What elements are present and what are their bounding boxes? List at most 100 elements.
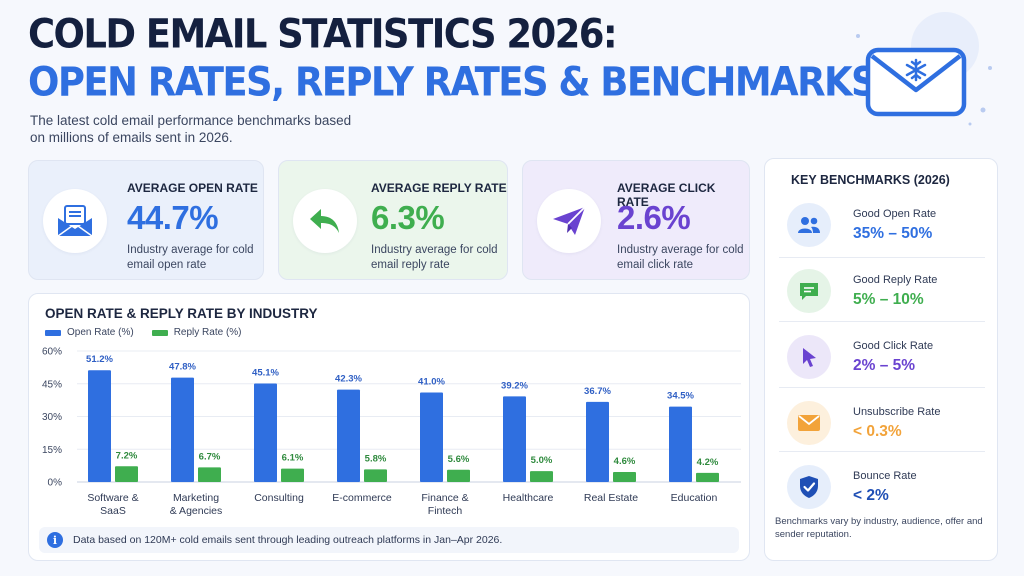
reply-rate-bar: [115, 466, 138, 482]
reply-rate-data-label: 4.2%: [697, 457, 719, 468]
benchmark-open-rate: Good Open Rate 35% – 50%: [765, 195, 997, 259]
open-rate-bar: [503, 396, 526, 482]
chart-title: OPEN RATE & REPLY RATE BY INDUSTRY: [45, 306, 318, 321]
x-tick-label: E-commerce: [332, 492, 392, 504]
industry-chart-panel: 0% 15% 30% 45% 60% 51.2% 7.2% Software & SaaS 47.…: [28, 293, 750, 561]
title-line-1: COLD EMAIL STATISTICS 2026:: [28, 10, 618, 58]
card-label: AVERAGE OPEN RATE: [127, 181, 258, 195]
card-open-rate: AVERAGE OPEN RATE 44.7% Industry average…: [28, 160, 264, 280]
open-rate-data-label: 39.2%: [501, 380, 528, 391]
x-tick-label: Software & SaaS: [87, 492, 138, 517]
x-tick-label: Consulting: [254, 492, 304, 504]
card-description: Industry average for cold email click ra…: [617, 244, 744, 271]
reply-rate-bar: [281, 468, 304, 482]
x-tick-label-line: SaaS: [100, 505, 126, 517]
open-rate-bar: [88, 370, 111, 482]
card-label: AVERAGE CLICK RATE: [617, 181, 716, 209]
open-rate-bar: [337, 389, 360, 482]
open-rate-bar: [669, 406, 692, 482]
card-value: 44.7%: [127, 199, 219, 236]
reply-rate-data-label: 5.6%: [448, 454, 470, 465]
benchmark-name: Good Open Rate: [853, 208, 937, 220]
legend-item-reply: Reply Rate (%): [151, 327, 242, 338]
cursor-icon: [787, 335, 831, 379]
x-tick-label-line: E-commerce: [332, 492, 392, 504]
card-reply-rate: AVERAGE REPLY RATE 6.3% Industry average…: [278, 160, 508, 280]
card-value: 2.6%: [617, 199, 691, 236]
y-tick-label: 30%: [42, 412, 62, 423]
chart-legend: Open Rate (%) Reply Rate (%): [45, 327, 242, 338]
footnote-text: Data based on 120M+ cold emails sent thr…: [73, 534, 503, 546]
users-icon: [787, 203, 831, 247]
benchmarks-title: KEY BENCHMARKS (2026): [791, 173, 950, 187]
benchmark-name: Good Reply Rate: [853, 274, 938, 286]
y-tick-label: 45%: [42, 379, 62, 390]
benchmark-reply-rate: Good Reply Rate 5% – 10%: [765, 261, 997, 325]
open-rate-data-label: 34.5%: [667, 391, 694, 402]
info-icon: i: [47, 532, 63, 548]
open-rate-data-label: 51.2%: [86, 354, 113, 365]
envelope-open-icon: [43, 189, 107, 253]
paper-plane-icon: [537, 189, 601, 253]
card-value: 6.3%: [371, 199, 445, 236]
data-footnote: i Data based on 120M+ cold emails sent t…: [39, 527, 739, 553]
reply-rate-bar: [696, 472, 719, 482]
legend-swatch-reply: [151, 329, 168, 336]
x-tick-label: Marketing & Agencies: [170, 492, 223, 517]
open-rate-data-label: 47.8%: [169, 362, 196, 373]
legend-swatch-open: [45, 329, 61, 336]
benchmark-divider: [779, 387, 985, 388]
snowflake-envelope-icon: [856, 12, 992, 126]
subtitle: The latest cold email performance benchm…: [30, 113, 352, 145]
benchmark-bounce-rate: Bounce Rate < 2%: [765, 457, 997, 521]
open-rate-bar: [254, 383, 277, 482]
benchmark-name: Unsubscribe Rate: [853, 406, 941, 418]
envelope-icon: [787, 401, 831, 445]
card-click-rate: AVERAGE CLICK RATE 2.6% Industry average…: [522, 160, 750, 280]
reply-rate-data-label: 4.6%: [614, 456, 636, 467]
legend-label-reply: Reply Rate (%): [173, 327, 242, 338]
benchmark-range: 35% – 50%: [853, 225, 933, 242]
x-tick-label: Real Estate: [584, 492, 638, 504]
benchmark-unsubscribe-rate: Unsubscribe Rate < 0.3%: [765, 393, 997, 457]
x-tick-label-line: Real Estate: [584, 492, 638, 504]
open-rate-data-label: 41.0%: [418, 376, 445, 387]
benchmark-range: < 2%: [853, 487, 889, 504]
open-rate-bar: [420, 392, 443, 482]
card-label: AVERAGE REPLY RATE: [371, 181, 507, 195]
x-tick-label-line: Finance &: [421, 492, 468, 504]
y-tick-label: 15%: [42, 445, 62, 456]
x-tick-label: Healthcare: [503, 492, 554, 504]
x-tick-label-line: Consulting: [254, 492, 304, 504]
benchmark-range: 5% – 10%: [853, 291, 924, 308]
title-line-2: OPEN RATES, REPLY RATES & BENCHMARKS: [28, 58, 878, 106]
benchmark-divider: [779, 451, 985, 452]
open-rate-data-label: 42.3%: [335, 374, 362, 385]
reply-rate-data-label: 5.8%: [365, 453, 387, 464]
reply-arrow-icon: [293, 189, 357, 253]
benchmark-range: 2% – 5%: [853, 357, 916, 374]
reply-rate-data-label: 5.0%: [531, 455, 553, 466]
legend-item-open: Open Rate (%): [45, 327, 134, 338]
chat-bubble-icon: [787, 269, 831, 313]
x-tick-label-line: Fintech: [428, 505, 463, 517]
benchmark-click-rate: Good Click Rate 2% – 5%: [765, 327, 997, 391]
x-tick-label-line: Software &: [87, 492, 138, 504]
y-tick-label: 0%: [48, 478, 63, 489]
legend-label-open: Open Rate (%): [67, 327, 134, 338]
reply-rate-bar: [364, 469, 387, 482]
reply-rate-data-label: 6.1%: [282, 453, 304, 464]
x-tick-label: Finance & Fintech: [421, 492, 468, 517]
open-rate-data-label: 36.7%: [584, 386, 611, 397]
x-tick-label-line: Marketing: [173, 492, 219, 504]
reply-rate-data-label: 6.7%: [199, 451, 221, 462]
reply-rate-bar: [613, 471, 636, 482]
reply-rate-data-label: 7.2%: [116, 450, 138, 461]
open-rate-bar: [586, 401, 609, 482]
x-tick-label-line: Healthcare: [503, 492, 554, 504]
reply-rate-bar: [447, 469, 470, 482]
reply-rate-bar: [530, 471, 553, 482]
benchmarks-note: Benchmarks vary by industry, audience, o…: [775, 516, 983, 540]
open-rate-data-label: 45.1%: [252, 368, 279, 379]
bar-chart: 0% 15% 30% 45% 60% 51.2% 7.2% Software & SaaS 47.…: [42, 347, 741, 517]
